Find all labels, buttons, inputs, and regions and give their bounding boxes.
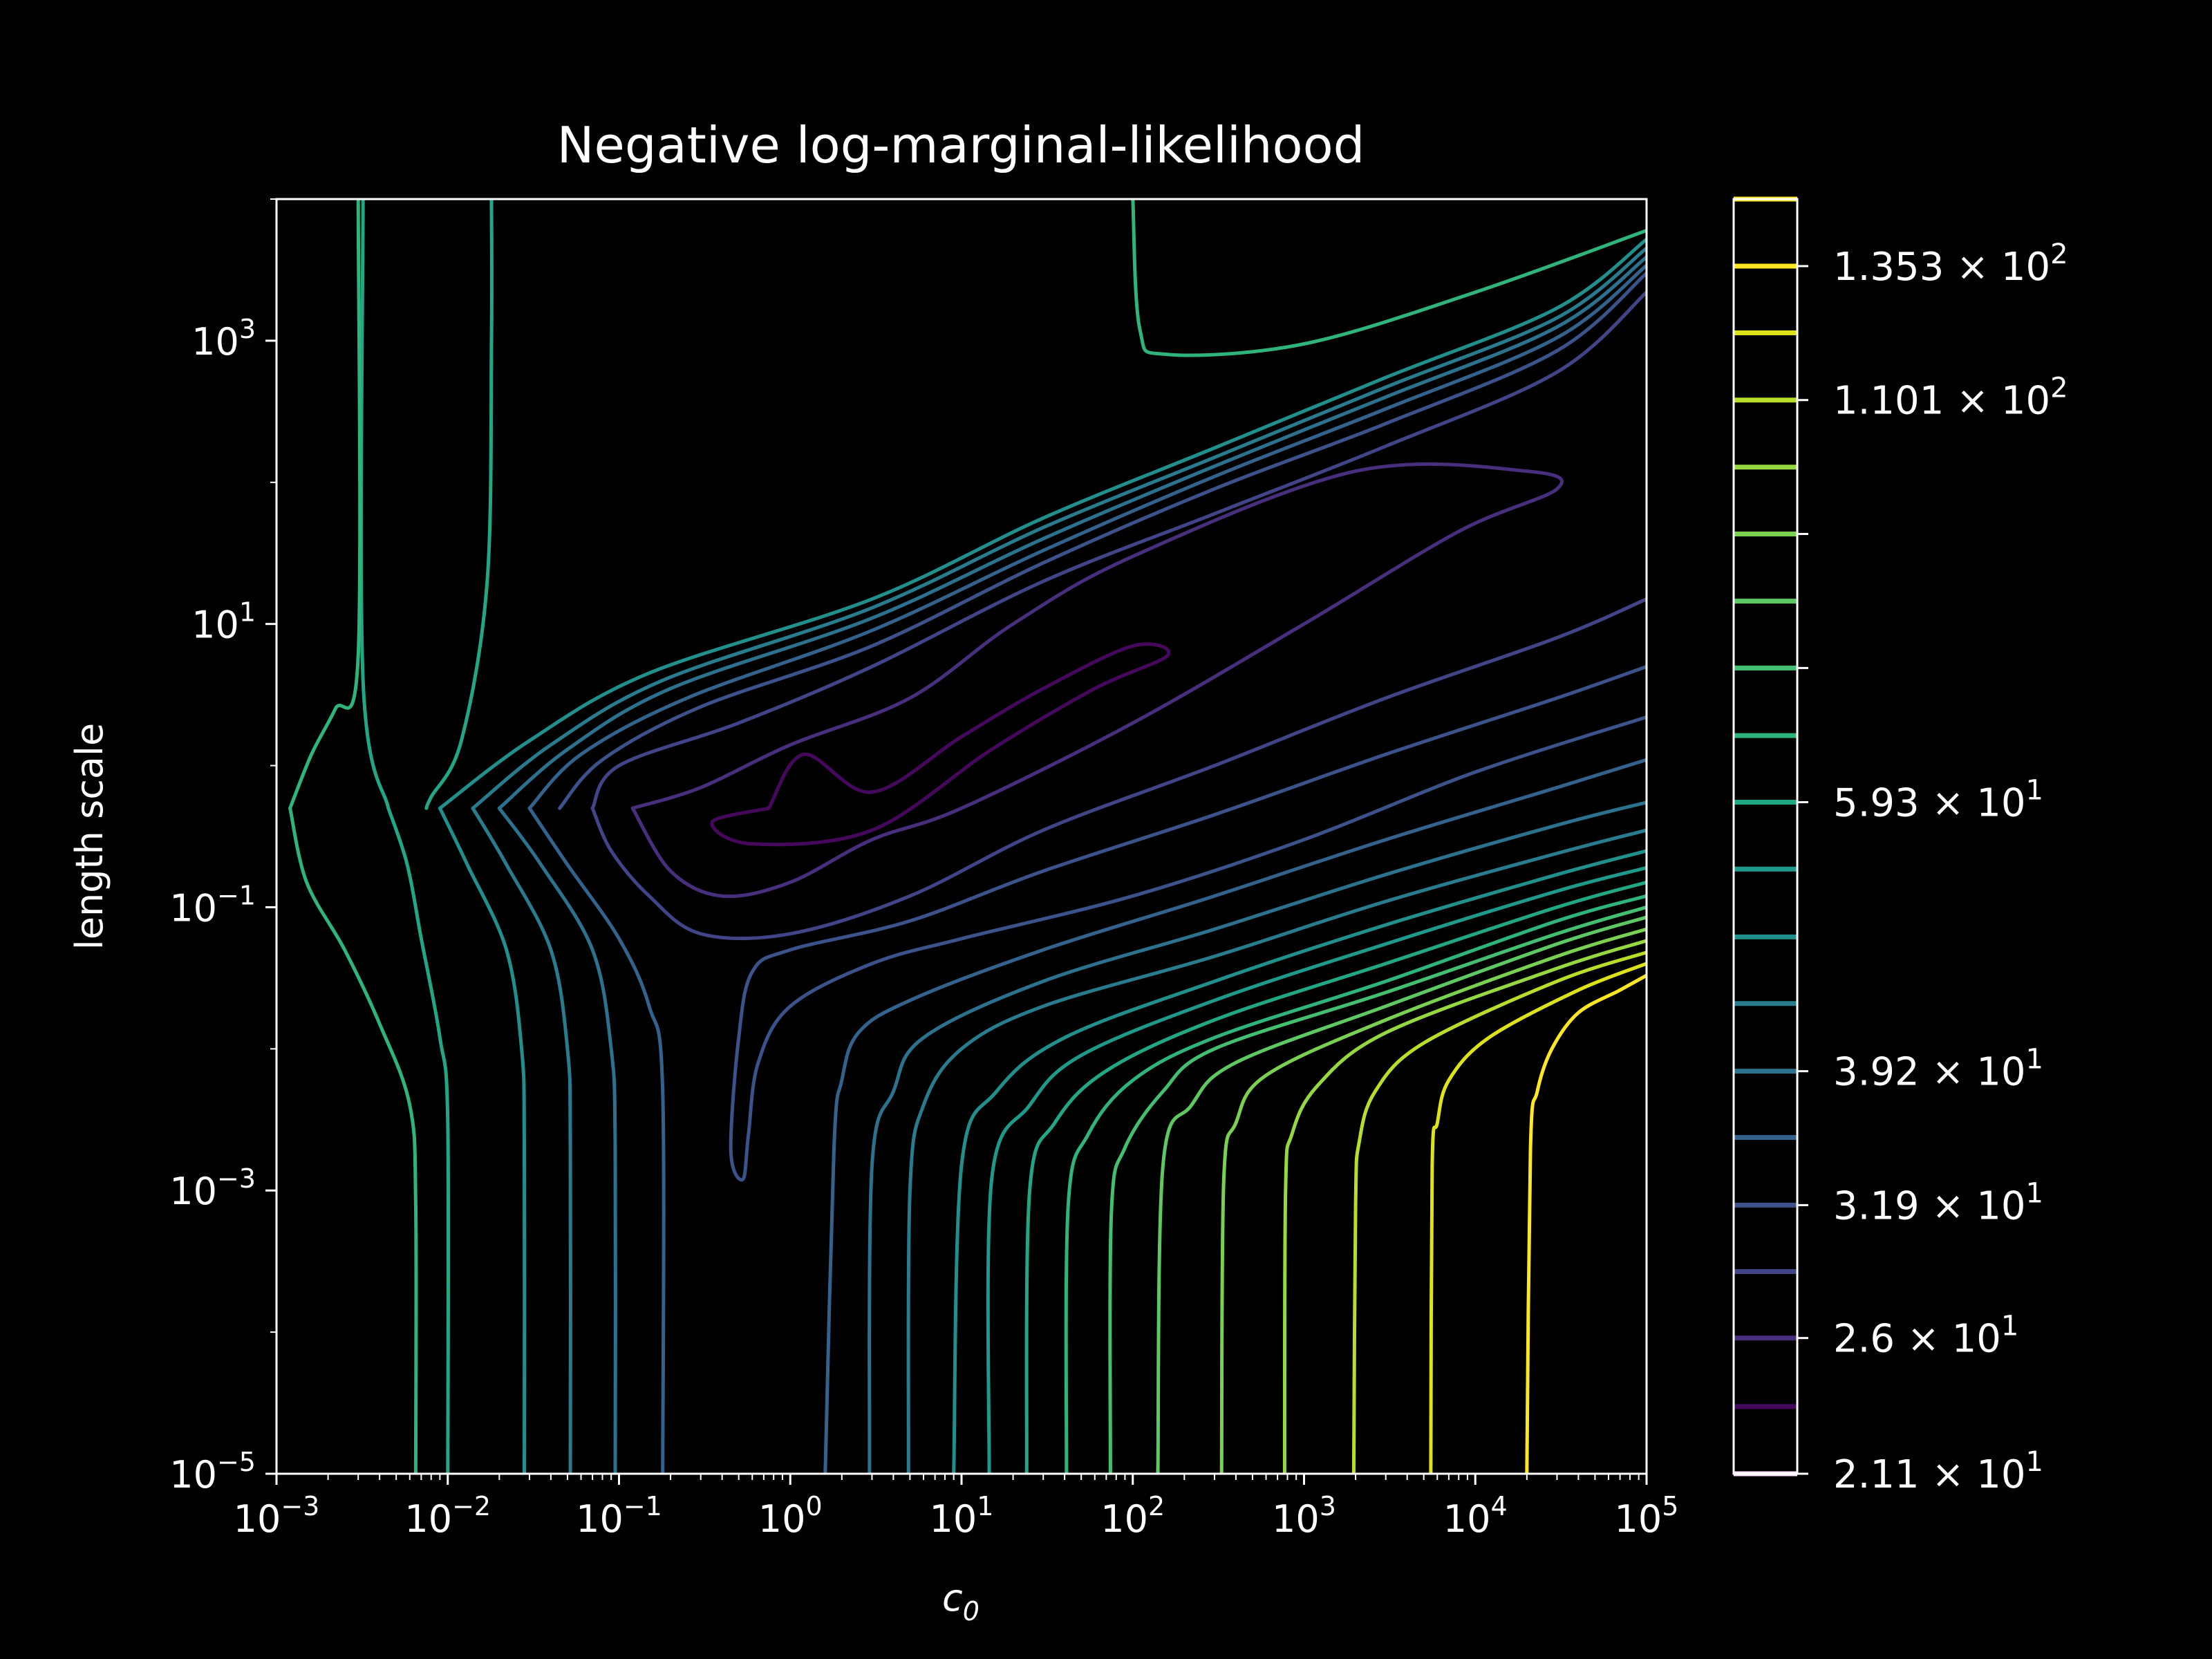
contour-line xyxy=(497,255,1647,810)
x-tick-label: 10−1 xyxy=(576,1491,662,1541)
y-tick-label: 10−1 xyxy=(169,880,256,930)
colorbar-tick-label: 1.353 × 102 xyxy=(1833,238,2068,290)
x-tick-label: 103 xyxy=(1272,1491,1336,1541)
colorbar-tick-label: 3.92 × 101 xyxy=(1833,1044,2043,1095)
colorbar-tick-label: 2.6 × 101 xyxy=(1833,1311,2018,1362)
contour-line xyxy=(710,642,1171,847)
contour-line xyxy=(424,199,494,810)
contour-line xyxy=(906,828,1647,1474)
contour-line xyxy=(527,806,666,1474)
x-tick-label: 102 xyxy=(1100,1491,1165,1541)
colorbar-frame xyxy=(1732,198,1799,1475)
contour-line xyxy=(497,806,617,1474)
contour-line xyxy=(1024,880,1647,1474)
contour-line xyxy=(590,290,1647,810)
contour-line xyxy=(630,462,1564,899)
x-tick-label: 10−2 xyxy=(404,1491,491,1541)
x-tick-label: 100 xyxy=(758,1491,823,1541)
y-tick-label: 101 xyxy=(191,597,256,647)
contour-line xyxy=(386,806,451,1474)
contour-line xyxy=(1156,915,1647,1474)
contour-line xyxy=(590,597,1647,941)
contour-line xyxy=(868,800,1647,1474)
contour-line xyxy=(471,246,1647,810)
contour-line xyxy=(1351,950,1647,1474)
colorbar: 1.353 × 102 1.101 × 102 5.93 × 101 3.92 × 1… xyxy=(1732,196,2068,1497)
y-tick-label: 10−5 xyxy=(169,1447,256,1497)
contour-line xyxy=(1525,973,1647,1474)
x-tick-label: 101 xyxy=(930,1491,994,1541)
x-tick-label: 104 xyxy=(1443,1491,1508,1541)
y-tick-label: 10−3 xyxy=(169,1163,256,1213)
contour-line xyxy=(1219,927,1647,1474)
y-axis: 10−5 10−3 10−1 101 103 xyxy=(169,198,276,1497)
y-tick-label: 103 xyxy=(191,314,256,364)
contour-line xyxy=(288,199,362,810)
chart-title: Negative log-marginal-likelihood xyxy=(557,116,1365,174)
x-axis: 10−3 10−2 10−1 100 101 102 103 104 105 xyxy=(234,1474,1679,1541)
contour-line xyxy=(1282,939,1647,1474)
x-tick-label: 10−3 xyxy=(234,1491,320,1541)
colorbar-tick-label: 2.11 × 101 xyxy=(1833,1446,2043,1497)
contour-line xyxy=(823,758,1647,1474)
contour-line xyxy=(1131,199,1647,357)
contour-line xyxy=(471,806,572,1474)
x-tick-label: 105 xyxy=(1615,1491,1679,1541)
contour-line xyxy=(1064,894,1647,1474)
contour-line xyxy=(1108,905,1647,1474)
contour-line xyxy=(558,271,1647,810)
contour-line xyxy=(359,199,391,810)
contour-line xyxy=(986,865,1647,1474)
colorbar-ticks: 1.353 × 102 1.101 × 102 5.93 × 101 3.92 × 1… xyxy=(1797,238,2068,1497)
contour-line xyxy=(729,664,1647,1182)
colorbar-tick-label: 1.101 × 102 xyxy=(1833,373,2068,424)
contour-line xyxy=(952,849,1647,1474)
y-axis-label: length scale xyxy=(68,723,111,950)
contour-line xyxy=(527,263,1647,810)
contour-line xyxy=(1429,962,1647,1474)
contour-line xyxy=(288,806,418,1474)
x-axis-label: c0 xyxy=(942,1576,980,1627)
contour-lines xyxy=(288,199,1647,1474)
contour-line xyxy=(438,806,527,1474)
colorbar-levels xyxy=(1734,196,1797,1477)
contour-line xyxy=(438,237,1647,810)
colorbar-tick-label: 3.19 × 101 xyxy=(1833,1177,2043,1228)
colorbar-tick-label: 5.93 × 101 xyxy=(1833,774,2043,825)
